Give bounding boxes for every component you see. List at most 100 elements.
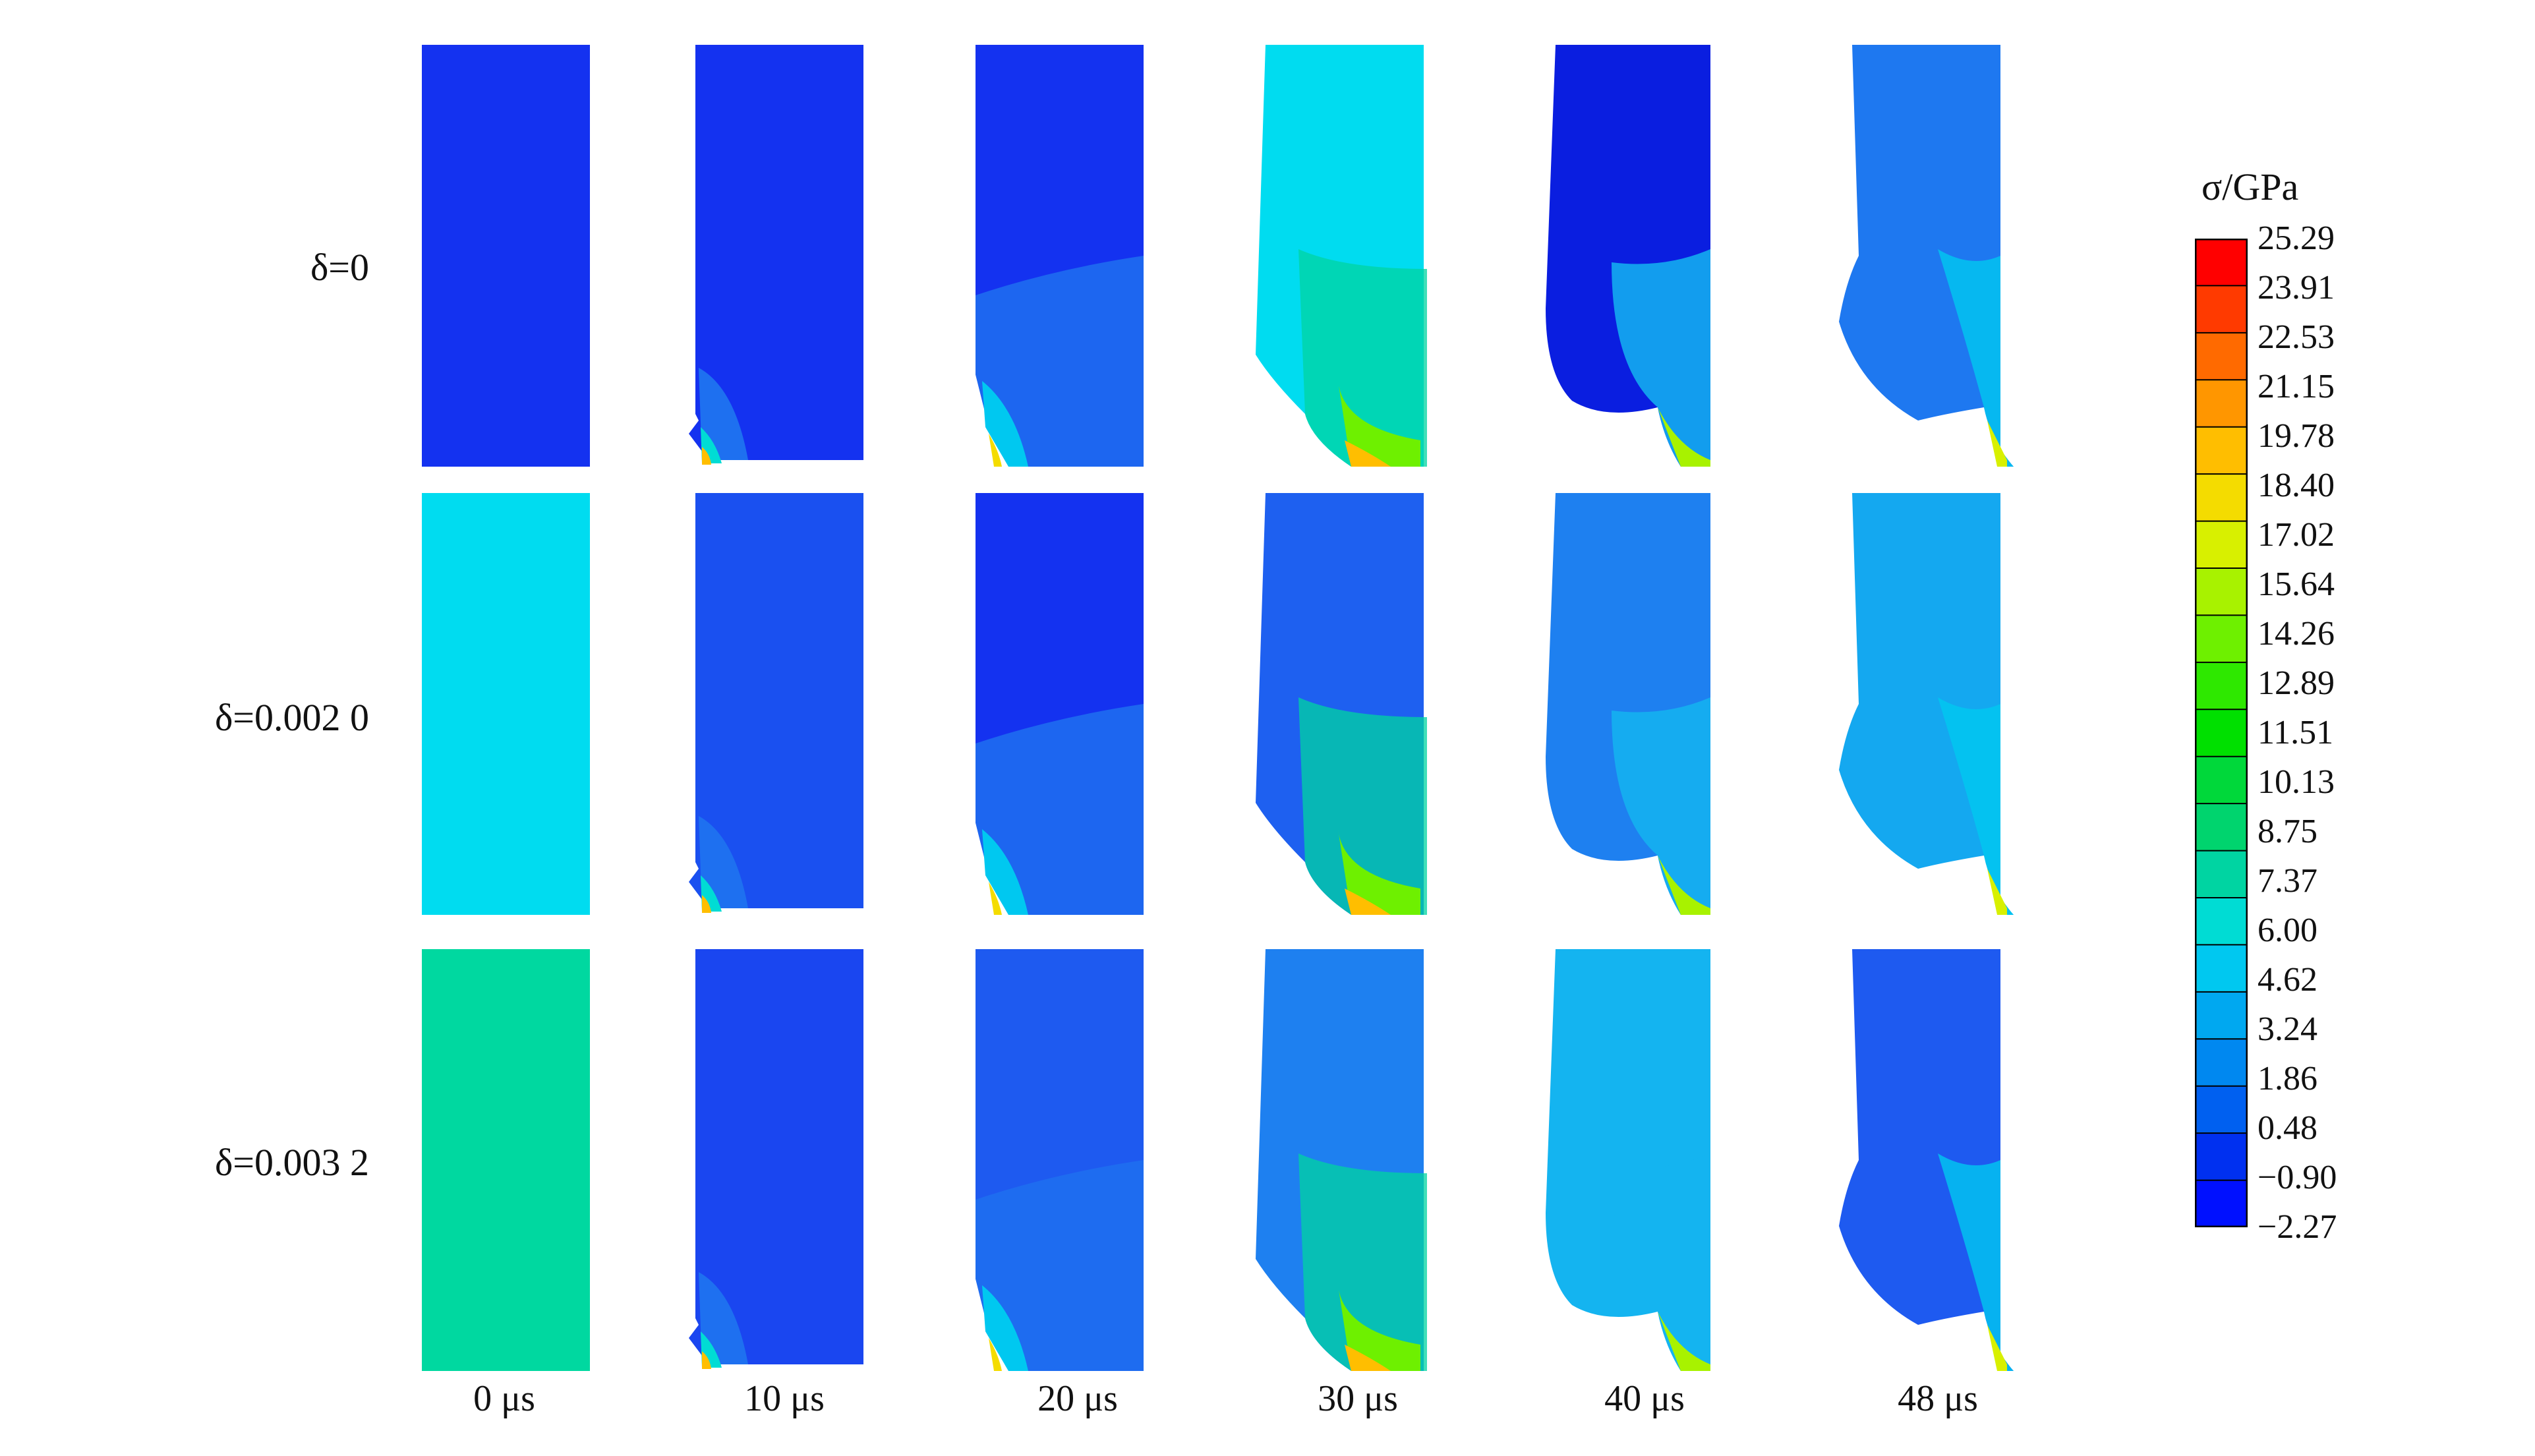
stress-zone [1658, 1312, 1710, 1371]
stress-zone [1338, 381, 1420, 467]
stress-zone [982, 381, 1028, 467]
colorbar-swatch [2195, 615, 2248, 663]
contour-panel [1256, 493, 1427, 915]
stress-zone [976, 256, 1144, 467]
specimen-body [689, 949, 863, 1364]
contour-panel [1546, 949, 1710, 1371]
contour-panel [976, 45, 1144, 467]
colorbar-tick-label: 19.78 [2258, 417, 2335, 455]
col-label-2: 20 μs [1037, 1378, 1118, 1419]
colorbar-swatch [2195, 1039, 2248, 1087]
colorbar-tick-label: 4.62 [2258, 961, 2317, 999]
colorbar-tick-label: 0.48 [2258, 1109, 2317, 1147]
stress-zone [1338, 1285, 1420, 1371]
colorbar-tick-label: 10.13 [2258, 763, 2335, 801]
contour-panel [689, 949, 863, 1369]
col-label-5: 48 μs [1898, 1378, 1978, 1419]
colorbar-tick-label: 11.51 [2258, 714, 2334, 751]
colorbar-swatch [2195, 426, 2248, 475]
stress-zone [702, 895, 711, 913]
colorbar-swatch [2195, 850, 2248, 898]
colorbar-tick-label: 15.64 [2258, 566, 2335, 603]
colorbar-tick-label: 17.02 [2258, 516, 2335, 554]
stress-zone [1345, 888, 1391, 915]
specimen-body [689, 493, 863, 908]
colorbar-tick-label: 7.37 [2258, 862, 2317, 900]
row-label-0: δ=0 [310, 246, 369, 289]
colorbar-tick-label: 21.15 [2258, 368, 2335, 405]
colorbar-swatch [2195, 239, 2248, 286]
colorbar-swatch [2195, 568, 2248, 616]
colorbar-swatch [2195, 285, 2248, 334]
col-label-3: 30 μs [1318, 1378, 1398, 1419]
colorbar-swatch [2195, 662, 2248, 710]
specimen-body [1839, 493, 2014, 915]
contour-panel [976, 493, 1144, 915]
colorbar-swatch [2195, 898, 2248, 945]
stress-zone [702, 1351, 711, 1369]
colorbar-tick-label: 8.75 [2258, 813, 2317, 850]
colorbar-swatch [2195, 709, 2248, 757]
specimen-body [1839, 949, 2014, 1371]
stress-zone [1938, 249, 2014, 467]
colorbar [2195, 239, 2248, 1227]
col-label-0: 0 μs [473, 1378, 535, 1419]
colorbar-tick-label: 18.40 [2258, 467, 2335, 504]
specimen-body [422, 949, 590, 1371]
specimen-body [1839, 45, 2014, 467]
colorbar-swatch [2195, 803, 2248, 852]
stress-zone [699, 1272, 748, 1364]
stress-zone [1612, 1153, 1710, 1371]
contour-panel [1256, 949, 1427, 1371]
stress-zone [1338, 829, 1420, 915]
colorbar-swatch [2195, 474, 2248, 522]
col-label-4: 40 μs [1604, 1378, 1685, 1419]
colorbar-tick-label: 6.00 [2258, 912, 2317, 949]
contour-panel [689, 45, 863, 465]
specimen-body [422, 493, 590, 915]
stress-zone [1298, 697, 1427, 915]
stress-zone [989, 1338, 1002, 1371]
stress-zone [1987, 421, 2007, 467]
colorbar-tick-label: 22.53 [2258, 318, 2335, 356]
contour-panel [1256, 45, 1427, 467]
col-label-1: 10 μs [744, 1378, 825, 1419]
stress-zone [699, 368, 748, 460]
colorbar-swatch [2195, 945, 2248, 993]
contour-panel [689, 493, 863, 913]
contour-panel [1839, 45, 2014, 467]
specimen-body [422, 45, 590, 467]
colorbar-swatch [2195, 991, 2248, 1039]
stress-zone [1345, 440, 1391, 467]
stress-zone [1298, 1153, 1427, 1371]
contour-panel [422, 45, 590, 467]
stress-zone [1987, 1325, 2007, 1371]
stress-zone [1987, 869, 2007, 915]
stress-zone [1938, 1153, 2014, 1371]
contour-panel [422, 493, 590, 915]
colorbar-border [2195, 239, 2248, 1227]
contour-panel [422, 949, 590, 1371]
stress-zone [1612, 697, 1710, 915]
stress-zone [976, 704, 1144, 915]
colorbar-swatch [2195, 1133, 2248, 1181]
colorbar-tick-label: 14.26 [2258, 615, 2335, 653]
row-label-2: δ=0.003 2 [214, 1141, 369, 1184]
colorbar-swatch [2195, 380, 2248, 428]
colorbar-tick-label: −0.90 [2258, 1159, 2337, 1196]
contour-panel [1546, 45, 1710, 467]
colorbar-swatch [2195, 332, 2248, 380]
specimen-body [689, 45, 863, 460]
stress-zone [1658, 407, 1710, 467]
stress-zone [702, 447, 711, 465]
colorbar-tick-label: 1.86 [2258, 1060, 2317, 1097]
colorbar-tick-label: 25.29 [2258, 219, 2335, 257]
colorbar-swatch [2195, 756, 2248, 804]
colorbar-tick-label: 23.91 [2258, 269, 2335, 306]
row-label-1: δ=0.002 0 [214, 696, 369, 739]
colorbar-swatch [2195, 1086, 2248, 1134]
colorbar-tick-label: −2.27 [2258, 1208, 2337, 1246]
contour-panel [1839, 949, 2014, 1371]
stress-zone [1658, 856, 1710, 915]
